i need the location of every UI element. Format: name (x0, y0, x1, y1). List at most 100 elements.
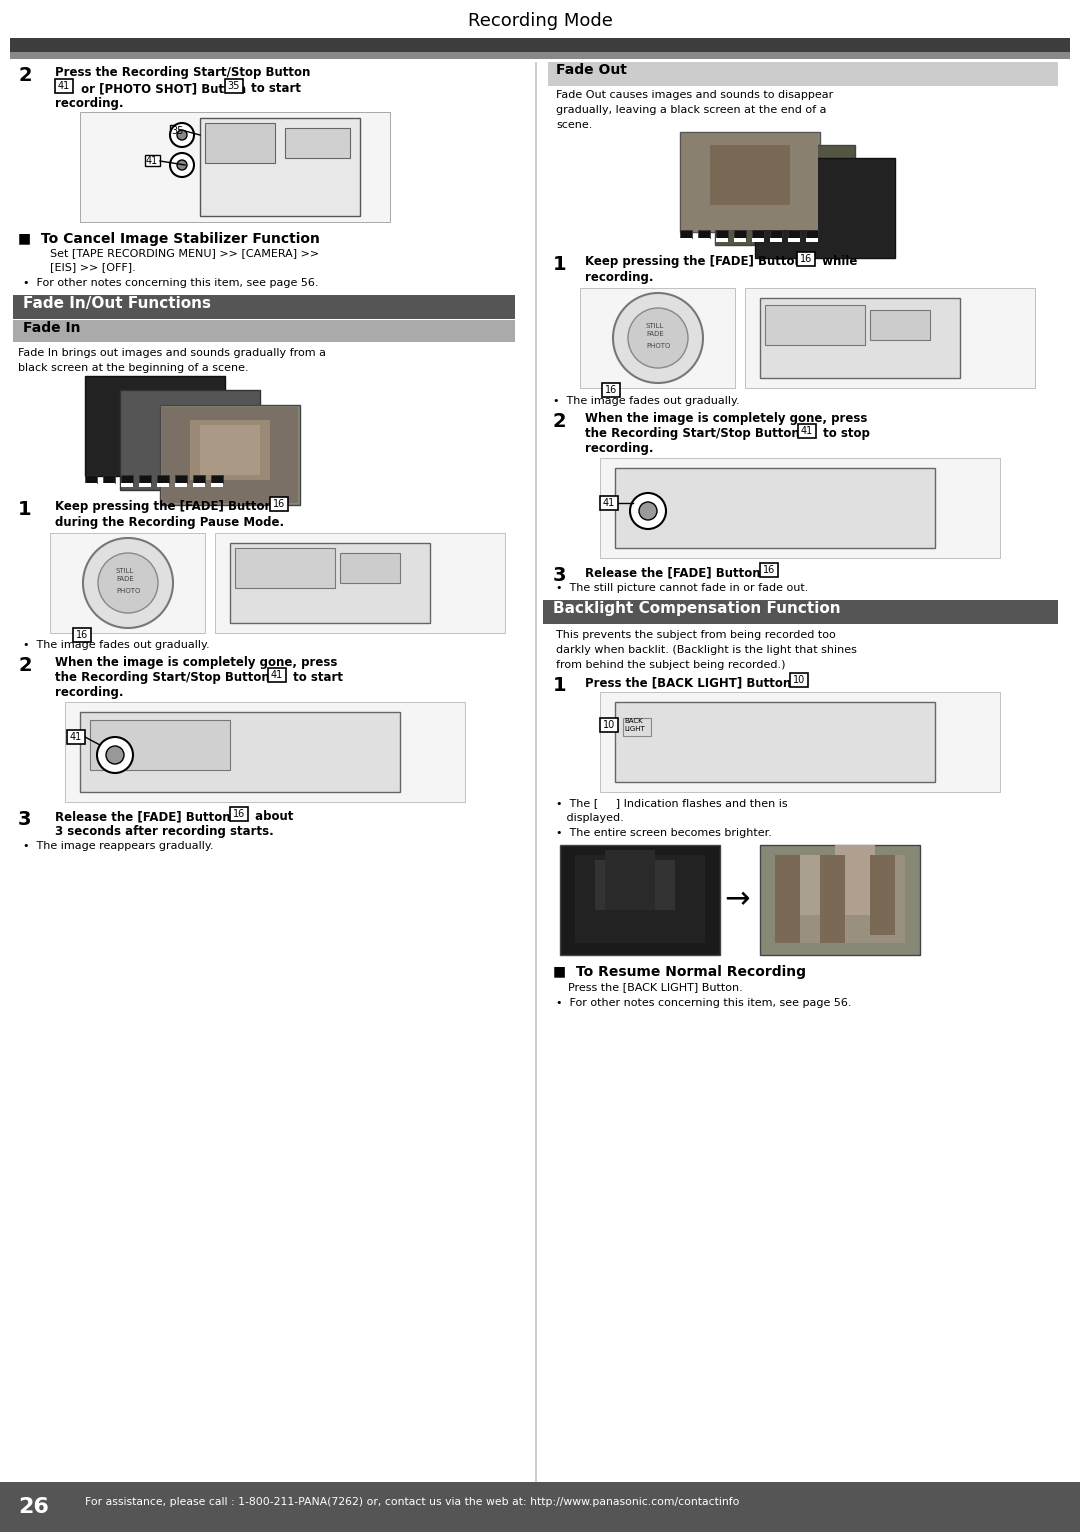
Bar (798, 424, 816, 438)
Text: LIGHT: LIGHT (624, 726, 645, 732)
Text: FADE: FADE (646, 331, 664, 337)
Text: 26: 26 (18, 1497, 49, 1517)
Bar (765, 305, 865, 345)
Bar (760, 846, 920, 954)
Bar (752, 230, 764, 237)
Text: 2: 2 (18, 656, 31, 676)
Text: about: about (251, 810, 294, 823)
Bar (770, 230, 782, 237)
Bar (85, 483, 97, 487)
Circle shape (106, 746, 124, 764)
Bar (605, 850, 654, 910)
Text: Recording Mode: Recording Mode (468, 12, 612, 31)
Text: 41: 41 (603, 498, 616, 509)
Text: 16: 16 (800, 254, 812, 264)
Bar (698, 230, 710, 237)
Text: •  For other notes concerning this item, see page 56.: • For other notes concerning this item, … (23, 277, 319, 288)
Text: during the Recording Pause Mode.: during the Recording Pause Mode. (55, 516, 284, 529)
Bar (681, 133, 818, 230)
Text: gradually, leaving a black screen at the end of a: gradually, leaving a black screen at the… (556, 106, 826, 115)
Bar (285, 129, 350, 158)
Bar (580, 288, 735, 388)
Text: STILL: STILL (646, 323, 664, 329)
Text: When the image is completely gone, press: When the image is completely gone, press (585, 412, 867, 424)
Bar (797, 251, 815, 267)
Bar (760, 299, 960, 378)
Bar (170, 126, 185, 136)
Circle shape (639, 502, 657, 519)
Text: while: while (818, 254, 858, 268)
Text: 41: 41 (70, 732, 82, 741)
Text: 41: 41 (146, 156, 159, 165)
Bar (103, 475, 114, 483)
Circle shape (97, 737, 133, 774)
Bar (734, 237, 746, 242)
Text: recording.: recording. (55, 97, 123, 110)
Text: displayed.: displayed. (556, 813, 624, 823)
Bar (85, 475, 97, 483)
Text: black screen at the beginning of a scene.: black screen at the beginning of a scene… (18, 363, 248, 372)
Bar (175, 483, 187, 487)
Text: 10: 10 (793, 676, 805, 685)
Bar (788, 237, 800, 242)
Text: Fade Out causes images and sounds to disappear: Fade Out causes images and sounds to dis… (556, 90, 834, 100)
Bar (716, 230, 728, 237)
Bar (211, 483, 222, 487)
Text: Fade In: Fade In (23, 322, 81, 336)
Circle shape (613, 293, 703, 383)
Text: 1: 1 (18, 499, 31, 519)
Text: 16: 16 (273, 499, 285, 509)
Bar (145, 155, 160, 165)
Circle shape (630, 493, 666, 529)
Bar (139, 483, 151, 487)
Circle shape (627, 308, 688, 368)
Text: BACK: BACK (624, 719, 643, 725)
Bar (615, 467, 935, 548)
Text: →: → (725, 885, 750, 915)
Bar (73, 628, 91, 642)
Bar (270, 496, 288, 512)
Bar (535, 61, 537, 1494)
Bar (615, 702, 935, 781)
Bar (160, 404, 300, 506)
Text: 41: 41 (58, 81, 70, 90)
Circle shape (170, 153, 194, 178)
Bar (835, 846, 875, 915)
Bar (800, 855, 870, 915)
Bar (200, 424, 260, 475)
Bar (193, 475, 205, 483)
Text: Press the [BACK LIGHT] Button: Press the [BACK LIGHT] Button (585, 676, 795, 689)
Text: •  The still picture cannot fade in or fade out.: • The still picture cannot fade in or fa… (556, 584, 808, 593)
Bar (10, 38, 1070, 52)
Bar (600, 719, 618, 732)
Bar (680, 237, 692, 242)
Text: to stop: to stop (819, 427, 869, 440)
Text: Release the [FADE] Button: Release the [FADE] Button (585, 565, 765, 579)
Bar (230, 807, 248, 821)
Bar (340, 553, 400, 584)
Text: 16: 16 (762, 565, 775, 574)
Bar (162, 408, 298, 502)
Text: recording.: recording. (585, 443, 653, 455)
Bar (121, 475, 133, 483)
Text: Keep pressing the [FADE] Button: Keep pressing the [FADE] Button (585, 254, 807, 268)
Bar (775, 855, 800, 944)
Bar (13, 320, 515, 342)
Bar (734, 230, 746, 237)
Bar (230, 542, 430, 624)
Bar (600, 458, 1000, 558)
Bar (50, 533, 205, 633)
Text: •  The [     ] Indication flashes and then is: • The [ ] Indication flashes and then is (556, 798, 787, 807)
Text: When the image is completely gone, press: When the image is completely gone, press (55, 656, 337, 669)
Text: Press the Recording Start/Stop Button: Press the Recording Start/Stop Button (55, 66, 310, 80)
Circle shape (98, 553, 158, 613)
Text: 16: 16 (605, 385, 617, 395)
Bar (235, 548, 335, 588)
Text: 16: 16 (233, 809, 245, 820)
Bar (80, 112, 390, 222)
Text: 3: 3 (18, 810, 31, 829)
Bar (548, 61, 1058, 86)
Bar (760, 562, 778, 578)
Text: 35: 35 (228, 81, 240, 90)
Text: Fade Out: Fade Out (556, 63, 626, 77)
